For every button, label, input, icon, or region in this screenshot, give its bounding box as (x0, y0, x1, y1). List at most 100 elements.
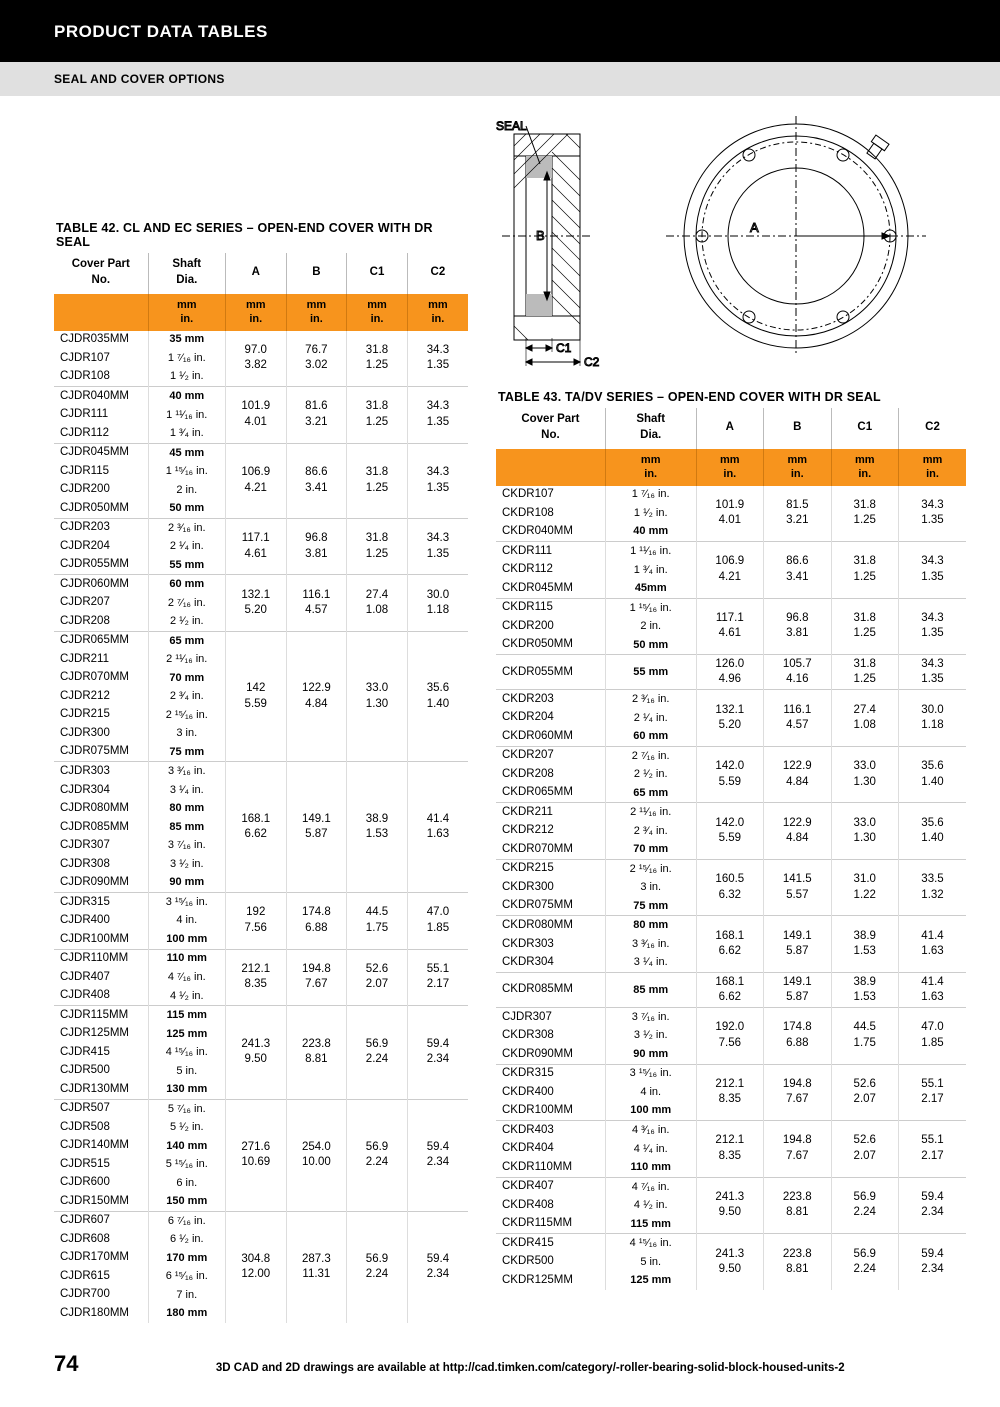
table43: Cover PartNo.ShaftDia.ABC1C2 mmin.mmin.m… (496, 408, 966, 1290)
left-column: TABLE 42. CL AND EC SERIES – OPEN-END CO… (54, 116, 468, 1323)
part-no-cell: CKDR211 (496, 803, 605, 822)
dim-cell: 34.31.35 (407, 331, 468, 387)
part-no-cell: CKDR408 (496, 1196, 605, 1215)
dim-cell: 241.39.50 (696, 1177, 763, 1234)
part-no-cell: CKDR200 (496, 617, 605, 636)
part-no-cell: CKDR108 (496, 504, 605, 523)
shaft-dia-cell: 110 mm (605, 1158, 696, 1177)
part-no-cell: CKDR304 (496, 954, 605, 973)
dim-cell: 34.31.35 (898, 655, 966, 690)
shaft-dia-cell: 2 ¹⁵⁄₁₆ in. (148, 706, 225, 725)
part-no-cell: CJDR125MM (54, 1025, 148, 1044)
dim-cell: 59.42.34 (407, 1006, 468, 1100)
part-no-cell: CJDR408 (54, 987, 148, 1006)
part-no-cell: CKDR075MM (496, 897, 605, 916)
units-cell (496, 449, 605, 486)
part-no-cell: CJDR315 (54, 893, 148, 912)
part-no-cell: CJDR045MM (54, 443, 148, 462)
shaft-dia-cell: 65 mm (148, 631, 225, 650)
dim-cell: 41.41.63 (898, 916, 966, 973)
dim-cell: 56.92.24 (831, 1177, 898, 1234)
part-no-cell: CKDR215 (496, 859, 605, 878)
table43-title: TABLE 43. TA/DV SERIES – OPEN-END COVER … (498, 390, 966, 404)
dim-cell: 141.55.57 (764, 859, 831, 916)
part-no-cell: CJDR075MM (54, 743, 148, 762)
part-no-cell: CKDR207 (496, 746, 605, 765)
shaft-dia-cell: 3 ⁷⁄₁₆ in. (148, 837, 225, 856)
shaft-dia-cell: 4 in. (148, 912, 225, 931)
shaft-dia-cell: 5 in. (148, 1062, 225, 1081)
shaft-dia-cell: 6 in. (148, 1174, 225, 1193)
shaft-dia-cell: 2 ¹⁄₄ in. (605, 709, 696, 728)
dim-cell: 287.311.31 (286, 1211, 347, 1323)
dim-cell: 149.15.87 (764, 916, 831, 973)
units-cell: mmin. (764, 449, 831, 486)
dim-cell: 30.01.18 (407, 575, 468, 632)
dim-cell: 223.88.81 (764, 1234, 831, 1290)
dim-cell: 101.94.01 (696, 486, 763, 542)
shaft-dia-cell: 140 mm (148, 1137, 225, 1156)
part-no-cell: CJDR200 (54, 481, 148, 500)
shaft-dia-cell: 35 mm (148, 331, 225, 350)
part-no-cell: CKDR085MM (496, 973, 605, 1008)
shaft-dia-cell: 45 mm (148, 443, 225, 462)
part-no-cell: CJDR211 (54, 650, 148, 669)
part-no-cell: CKDR125MM (496, 1271, 605, 1290)
diagram-label-b: B (536, 228, 545, 243)
part-no-cell: CKDR204 (496, 709, 605, 728)
dim-cell: 223.88.81 (764, 1177, 831, 1234)
dim-cell: 31.81.25 (347, 387, 408, 444)
part-no-cell: CJDR100MM (54, 930, 148, 949)
part-no-cell: CKDR107 (496, 486, 605, 505)
part-no-cell: CJDR307 (496, 1008, 605, 1027)
part-no-cell: CKDR055MM (496, 655, 605, 690)
dim-cell: 142.05.59 (696, 803, 763, 860)
shaft-dia-cell: 90 mm (148, 874, 225, 893)
units-cell: mmin. (148, 294, 225, 331)
dim-cell: 44.51.75 (831, 1008, 898, 1065)
part-no-cell: CKDR308 (496, 1027, 605, 1046)
part-no-cell: CJDR608 (54, 1230, 148, 1249)
part-no-cell: CJDR700 (54, 1286, 148, 1305)
shaft-dia-cell: 110 mm (148, 949, 225, 968)
units-cell: mmin. (407, 294, 468, 331)
shaft-dia-cell: 2 ⁷⁄₁₆ in. (605, 746, 696, 765)
shaft-dia-cell: 115 mm (605, 1215, 696, 1234)
shaft-dia-cell: 80 mm (148, 800, 225, 819)
column-header: C2 (407, 253, 468, 294)
part-no-cell: CJDR415 (54, 1043, 148, 1062)
shaft-dia-cell: 4 ⁷⁄₁₆ in. (605, 1177, 696, 1196)
dim-cell: 223.88.81 (286, 1006, 347, 1100)
dim-cell: 132.15.20 (696, 690, 763, 747)
units-cell: mmin. (831, 449, 898, 486)
part-no-cell: CKDR400 (496, 1083, 605, 1102)
dim-cell: 56.92.24 (347, 1006, 408, 1100)
shaft-dia-cell: 130 mm (148, 1080, 225, 1099)
part-no-cell: CKDR404 (496, 1140, 605, 1159)
shaft-dia-cell: 1 ¹⁵⁄₁₆ in. (148, 462, 225, 481)
column-header: C2 (898, 408, 966, 449)
part-no-cell: CKDR115MM (496, 1215, 605, 1234)
shaft-dia-cell: 40 mm (148, 387, 225, 406)
part-no-cell: CJDR207 (54, 594, 148, 613)
dim-cell: 149.15.87 (286, 762, 347, 893)
shaft-dia-cell: 3 ³⁄₁₆ in. (148, 762, 225, 781)
dim-cell: 31.81.25 (831, 655, 898, 690)
shaft-dia-cell: 60 mm (605, 727, 696, 746)
dim-cell: 31.01.22 (831, 859, 898, 916)
shaft-dia-cell: 1 ¹¹⁄₁₆ in. (148, 406, 225, 425)
dim-cell: 174.86.88 (764, 1008, 831, 1065)
part-no-cell: CJDR060MM (54, 575, 148, 594)
part-no-cell: CJDR070MM (54, 669, 148, 688)
dim-cell: 34.31.35 (407, 518, 468, 575)
part-no-cell: CKDR407 (496, 1177, 605, 1196)
page-subheader: SEAL AND COVER OPTIONS (0, 62, 1000, 96)
technical-diagram: B SEAL C1 C2 (496, 116, 966, 376)
part-no-cell: CKDR403 (496, 1121, 605, 1140)
part-no-cell: CJDR303 (54, 762, 148, 781)
shaft-dia-cell: 2 ³⁄₁₆ in. (605, 690, 696, 709)
dim-cell: 34.31.35 (898, 598, 966, 655)
part-no-cell: CJDR308 (54, 855, 148, 874)
dim-cell: 34.31.35 (407, 387, 468, 444)
part-no-cell: CJDR180MM (54, 1304, 148, 1323)
